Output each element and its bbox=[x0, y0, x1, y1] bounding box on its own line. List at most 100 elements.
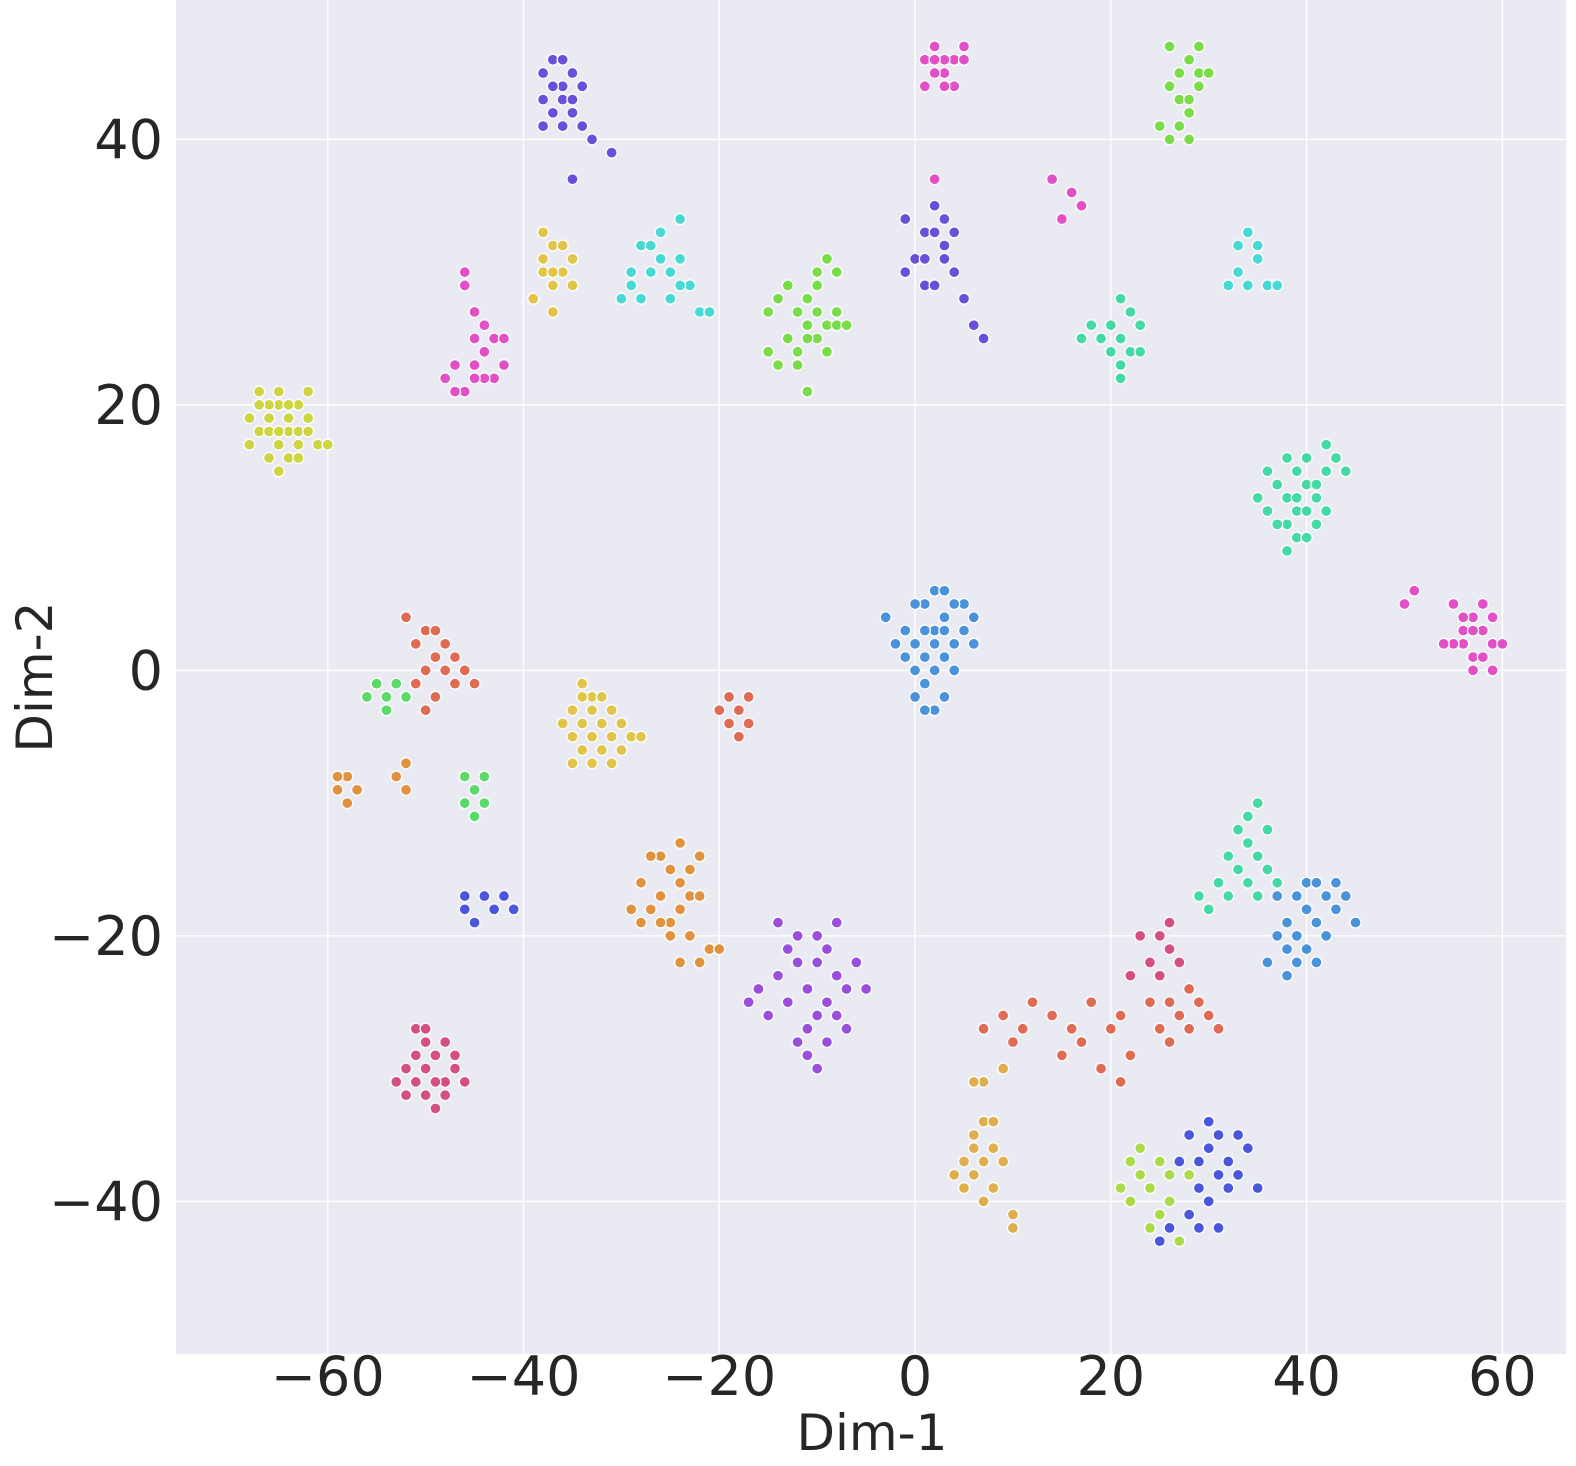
scatter-point bbox=[801, 319, 814, 332]
scatter-point bbox=[938, 690, 951, 704]
scatter-point bbox=[292, 438, 305, 451]
scatter-point bbox=[820, 942, 834, 956]
scatter-point bbox=[546, 265, 560, 279]
scatter-point bbox=[1329, 903, 1343, 916]
scatter-point bbox=[390, 1075, 403, 1089]
scatter-point bbox=[781, 996, 794, 1009]
scatter-point bbox=[468, 305, 481, 319]
scatter-point bbox=[771, 292, 785, 305]
scatter-point bbox=[566, 93, 579, 106]
scatter-point bbox=[585, 133, 599, 146]
scatter-point bbox=[399, 611, 413, 624]
scatter-point bbox=[1173, 1155, 1186, 1168]
scatter-point bbox=[664, 292, 677, 305]
scatter-point bbox=[1457, 611, 1470, 624]
grid-lines bbox=[176, 0, 1566, 1354]
scatter-point bbox=[478, 889, 491, 903]
scatter-point bbox=[742, 690, 755, 704]
scatter-point bbox=[1231, 265, 1245, 279]
scatter-point bbox=[605, 146, 618, 159]
scatter-point bbox=[566, 106, 579, 119]
scatter-point bbox=[1085, 996, 1098, 1009]
scatter-point bbox=[1182, 1208, 1196, 1221]
scatter-point bbox=[448, 358, 462, 372]
scatter-point bbox=[272, 385, 285, 398]
scatter-point bbox=[1251, 239, 1264, 252]
scatter-point bbox=[840, 319, 853, 332]
scatter-point bbox=[673, 956, 687, 969]
scatter-point bbox=[282, 398, 295, 412]
scatter-point bbox=[967, 1168, 980, 1181]
scatter-point bbox=[419, 1022, 432, 1035]
scatter-point bbox=[458, 796, 471, 810]
scatter-point bbox=[1153, 119, 1166, 133]
scatter-point bbox=[1320, 438, 1333, 451]
scatter-point bbox=[1251, 796, 1264, 810]
scatter-point bbox=[429, 1102, 442, 1115]
scatter-point bbox=[468, 783, 481, 796]
scatter-point bbox=[1231, 1168, 1245, 1181]
scatter-point bbox=[1114, 358, 1127, 372]
scatter-point bbox=[820, 252, 834, 266]
scatter-point bbox=[536, 66, 550, 80]
scatter-point bbox=[468, 916, 481, 929]
scatter-point bbox=[644, 239, 657, 252]
scatter-point bbox=[468, 332, 481, 345]
scatter-point bbox=[448, 1049, 462, 1062]
scatter-point bbox=[928, 40, 941, 53]
scatter-point bbox=[928, 226, 941, 239]
scatter-point bbox=[1143, 996, 1157, 1009]
scatter-point bbox=[899, 650, 912, 664]
scatter-point bbox=[1163, 1168, 1176, 1181]
scatter-point bbox=[615, 292, 628, 305]
scatter-point bbox=[1192, 889, 1206, 903]
scatter-point bbox=[1290, 465, 1303, 478]
scatter-point bbox=[576, 717, 589, 730]
scatter-point bbox=[683, 929, 697, 943]
scatter-point bbox=[801, 332, 814, 345]
scatter-point bbox=[429, 1075, 442, 1089]
scatter-point bbox=[458, 664, 471, 677]
scatter-point bbox=[1124, 1049, 1137, 1062]
scatter-point bbox=[1075, 332, 1088, 345]
scatter-point bbox=[820, 345, 834, 358]
scatter-point bbox=[722, 717, 736, 730]
scatter-point bbox=[1466, 624, 1480, 637]
scatter-point bbox=[693, 889, 706, 903]
scatter-point bbox=[1045, 1009, 1059, 1022]
scatter-point bbox=[1280, 942, 1294, 956]
scatter-point bbox=[292, 451, 305, 465]
scatter-point bbox=[1182, 982, 1196, 996]
scatter-point bbox=[811, 305, 824, 319]
scatter-point bbox=[625, 279, 638, 292]
scatter-point bbox=[742, 996, 755, 1009]
scatter-point bbox=[1182, 133, 1196, 146]
scatter-point bbox=[1006, 1208, 1020, 1221]
scatter-point bbox=[1280, 916, 1294, 929]
scatter-point bbox=[1300, 504, 1313, 518]
scatter-point bbox=[1300, 531, 1313, 544]
scatter-point bbox=[830, 916, 843, 929]
scatter-point bbox=[1222, 1181, 1235, 1195]
data-points bbox=[243, 40, 1509, 1248]
scatter-point bbox=[1222, 1155, 1235, 1168]
scatter-point bbox=[762, 1009, 775, 1022]
x-tick-label: −40 bbox=[467, 1345, 581, 1408]
scatter-point bbox=[1153, 1235, 1166, 1248]
scatter-point bbox=[1173, 956, 1186, 969]
scatter-point bbox=[1006, 1035, 1020, 1049]
scatter-point bbox=[1124, 305, 1137, 319]
scatter-point bbox=[1016, 1022, 1029, 1035]
x-tick-labels: −60 −40 −20 0 20 40 60 bbox=[271, 1345, 1537, 1408]
scatter-point bbox=[556, 717, 569, 730]
scatter-point bbox=[850, 956, 863, 969]
scatter-point bbox=[957, 624, 971, 637]
scatter-point bbox=[458, 1075, 471, 1089]
scatter-point bbox=[908, 637, 922, 650]
x-tick-label: −20 bbox=[662, 1345, 776, 1408]
scatter-point bbox=[458, 889, 471, 903]
scatter-point bbox=[1065, 1022, 1078, 1035]
scatter-point bbox=[1300, 903, 1313, 916]
scatter-point bbox=[301, 425, 315, 438]
scatter-point bbox=[1182, 1128, 1196, 1142]
